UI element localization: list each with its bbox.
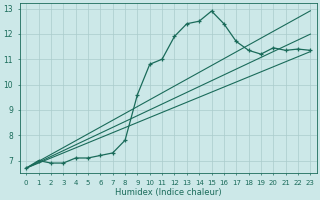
X-axis label: Humidex (Indice chaleur): Humidex (Indice chaleur) [115, 188, 221, 197]
